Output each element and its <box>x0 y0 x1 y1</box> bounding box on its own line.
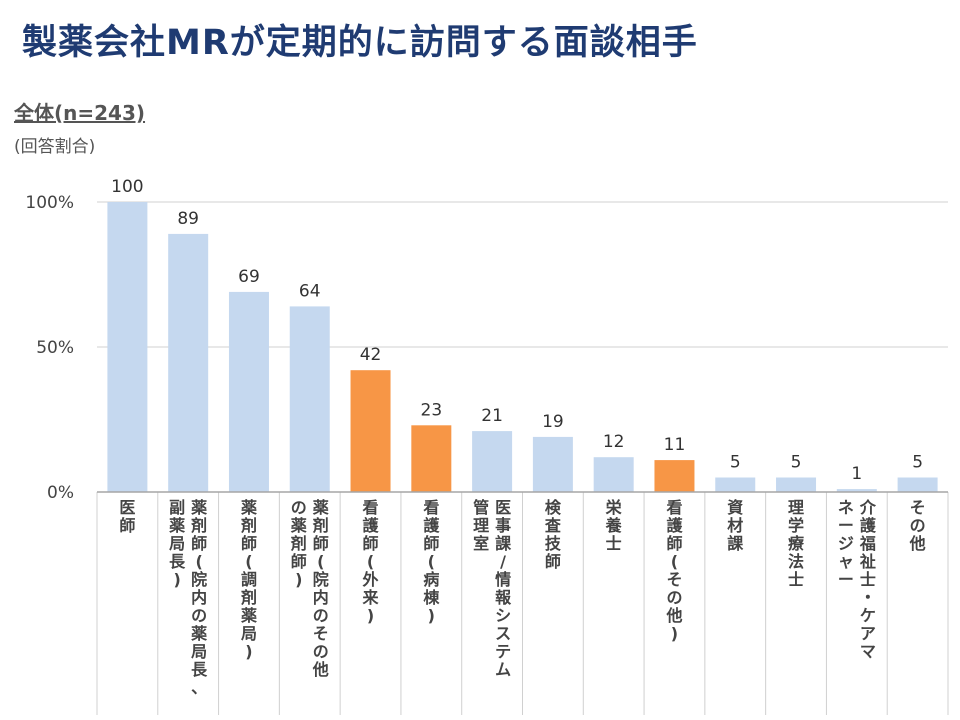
category-label-text: 薬剤師(院内のその他 <box>312 498 330 679</box>
page-title: 製薬会社MRが定期的に訪問する面談相手 <box>22 23 698 63</box>
data-label: 11 <box>664 435 686 455</box>
y-tick-label: 50% <box>36 338 74 358</box>
bar <box>107 202 148 492</box>
category-label: その他 <box>909 498 926 553</box>
data-label: 19 <box>542 412 564 432</box>
bar <box>654 460 695 492</box>
bar <box>168 233 209 492</box>
category-label: 資材課 <box>727 498 744 553</box>
category-label: 看護師(外来) <box>362 498 380 625</box>
category-label: 検査技師 <box>545 498 562 571</box>
data-label: 5 <box>730 453 741 473</box>
note: (回答割合) <box>14 137 96 157</box>
category-label-text: 資材課 <box>727 498 744 553</box>
category-label-text: 栄養士 <box>605 498 623 553</box>
category-label: 看護師(病棟) <box>422 498 440 625</box>
bar <box>411 425 452 492</box>
bar <box>836 489 877 492</box>
category-label-text: 検査技師 <box>545 498 562 571</box>
category-label-text: の薬剤師) <box>290 498 308 589</box>
bar <box>532 436 573 492</box>
category-label-text: 薬剤師(調剤薬局) <box>240 498 258 661</box>
y-tick-label: 0% <box>47 483 74 503</box>
data-label: 5 <box>791 453 802 473</box>
data-label: 23 <box>421 400 443 420</box>
bar <box>715 477 756 492</box>
category-label-text: 副薬局長) <box>168 498 186 589</box>
bar <box>228 291 269 492</box>
category-label-text: 看護師(外来) <box>362 498 380 625</box>
bar <box>897 477 938 492</box>
data-label: 5 <box>912 453 923 473</box>
category-label: 理学療法士 <box>788 498 805 589</box>
bar <box>350 370 391 492</box>
category-label-text: 理学療法士 <box>788 498 805 589</box>
category-label-text: 医事課/情報システム <box>495 498 512 679</box>
data-label: 64 <box>299 281 321 301</box>
data-label: 1 <box>851 464 862 484</box>
category-label-text: 介護福祉士・ケアマ <box>859 498 877 661</box>
category-label-text: ネージャー <box>838 498 854 589</box>
bar <box>593 457 634 492</box>
category-label-text: 医師 <box>119 498 135 535</box>
category-label-text: 薬剤師(院内の薬局長、 <box>190 498 208 697</box>
category-label: 薬剤師(調剤薬局) <box>240 498 258 661</box>
category-label: 栄養士 <box>605 498 623 553</box>
data-label: 89 <box>177 209 199 229</box>
bar <box>472 431 513 492</box>
subtitle: 全体(n=243) <box>14 101 146 125</box>
category-label-text: 管理室 <box>473 498 489 553</box>
category-label: 薬剤師(院内の薬局長、副薬局長) <box>168 498 208 697</box>
category-label-text: 看護師(病棟) <box>422 498 440 625</box>
data-label: 12 <box>603 432 625 452</box>
category-label: 看護師(その他) <box>665 498 683 643</box>
data-label: 100 <box>111 177 143 197</box>
data-label: 42 <box>360 345 382 365</box>
data-label: 69 <box>238 267 260 287</box>
bar <box>289 306 330 492</box>
bar <box>776 477 817 492</box>
y-tick-label: 100% <box>25 193 74 213</box>
category-label-text: その他 <box>909 498 926 553</box>
data-label: 21 <box>481 406 503 426</box>
category-label: 医師 <box>119 498 135 535</box>
category-label-text: 看護師(その他) <box>665 498 683 643</box>
